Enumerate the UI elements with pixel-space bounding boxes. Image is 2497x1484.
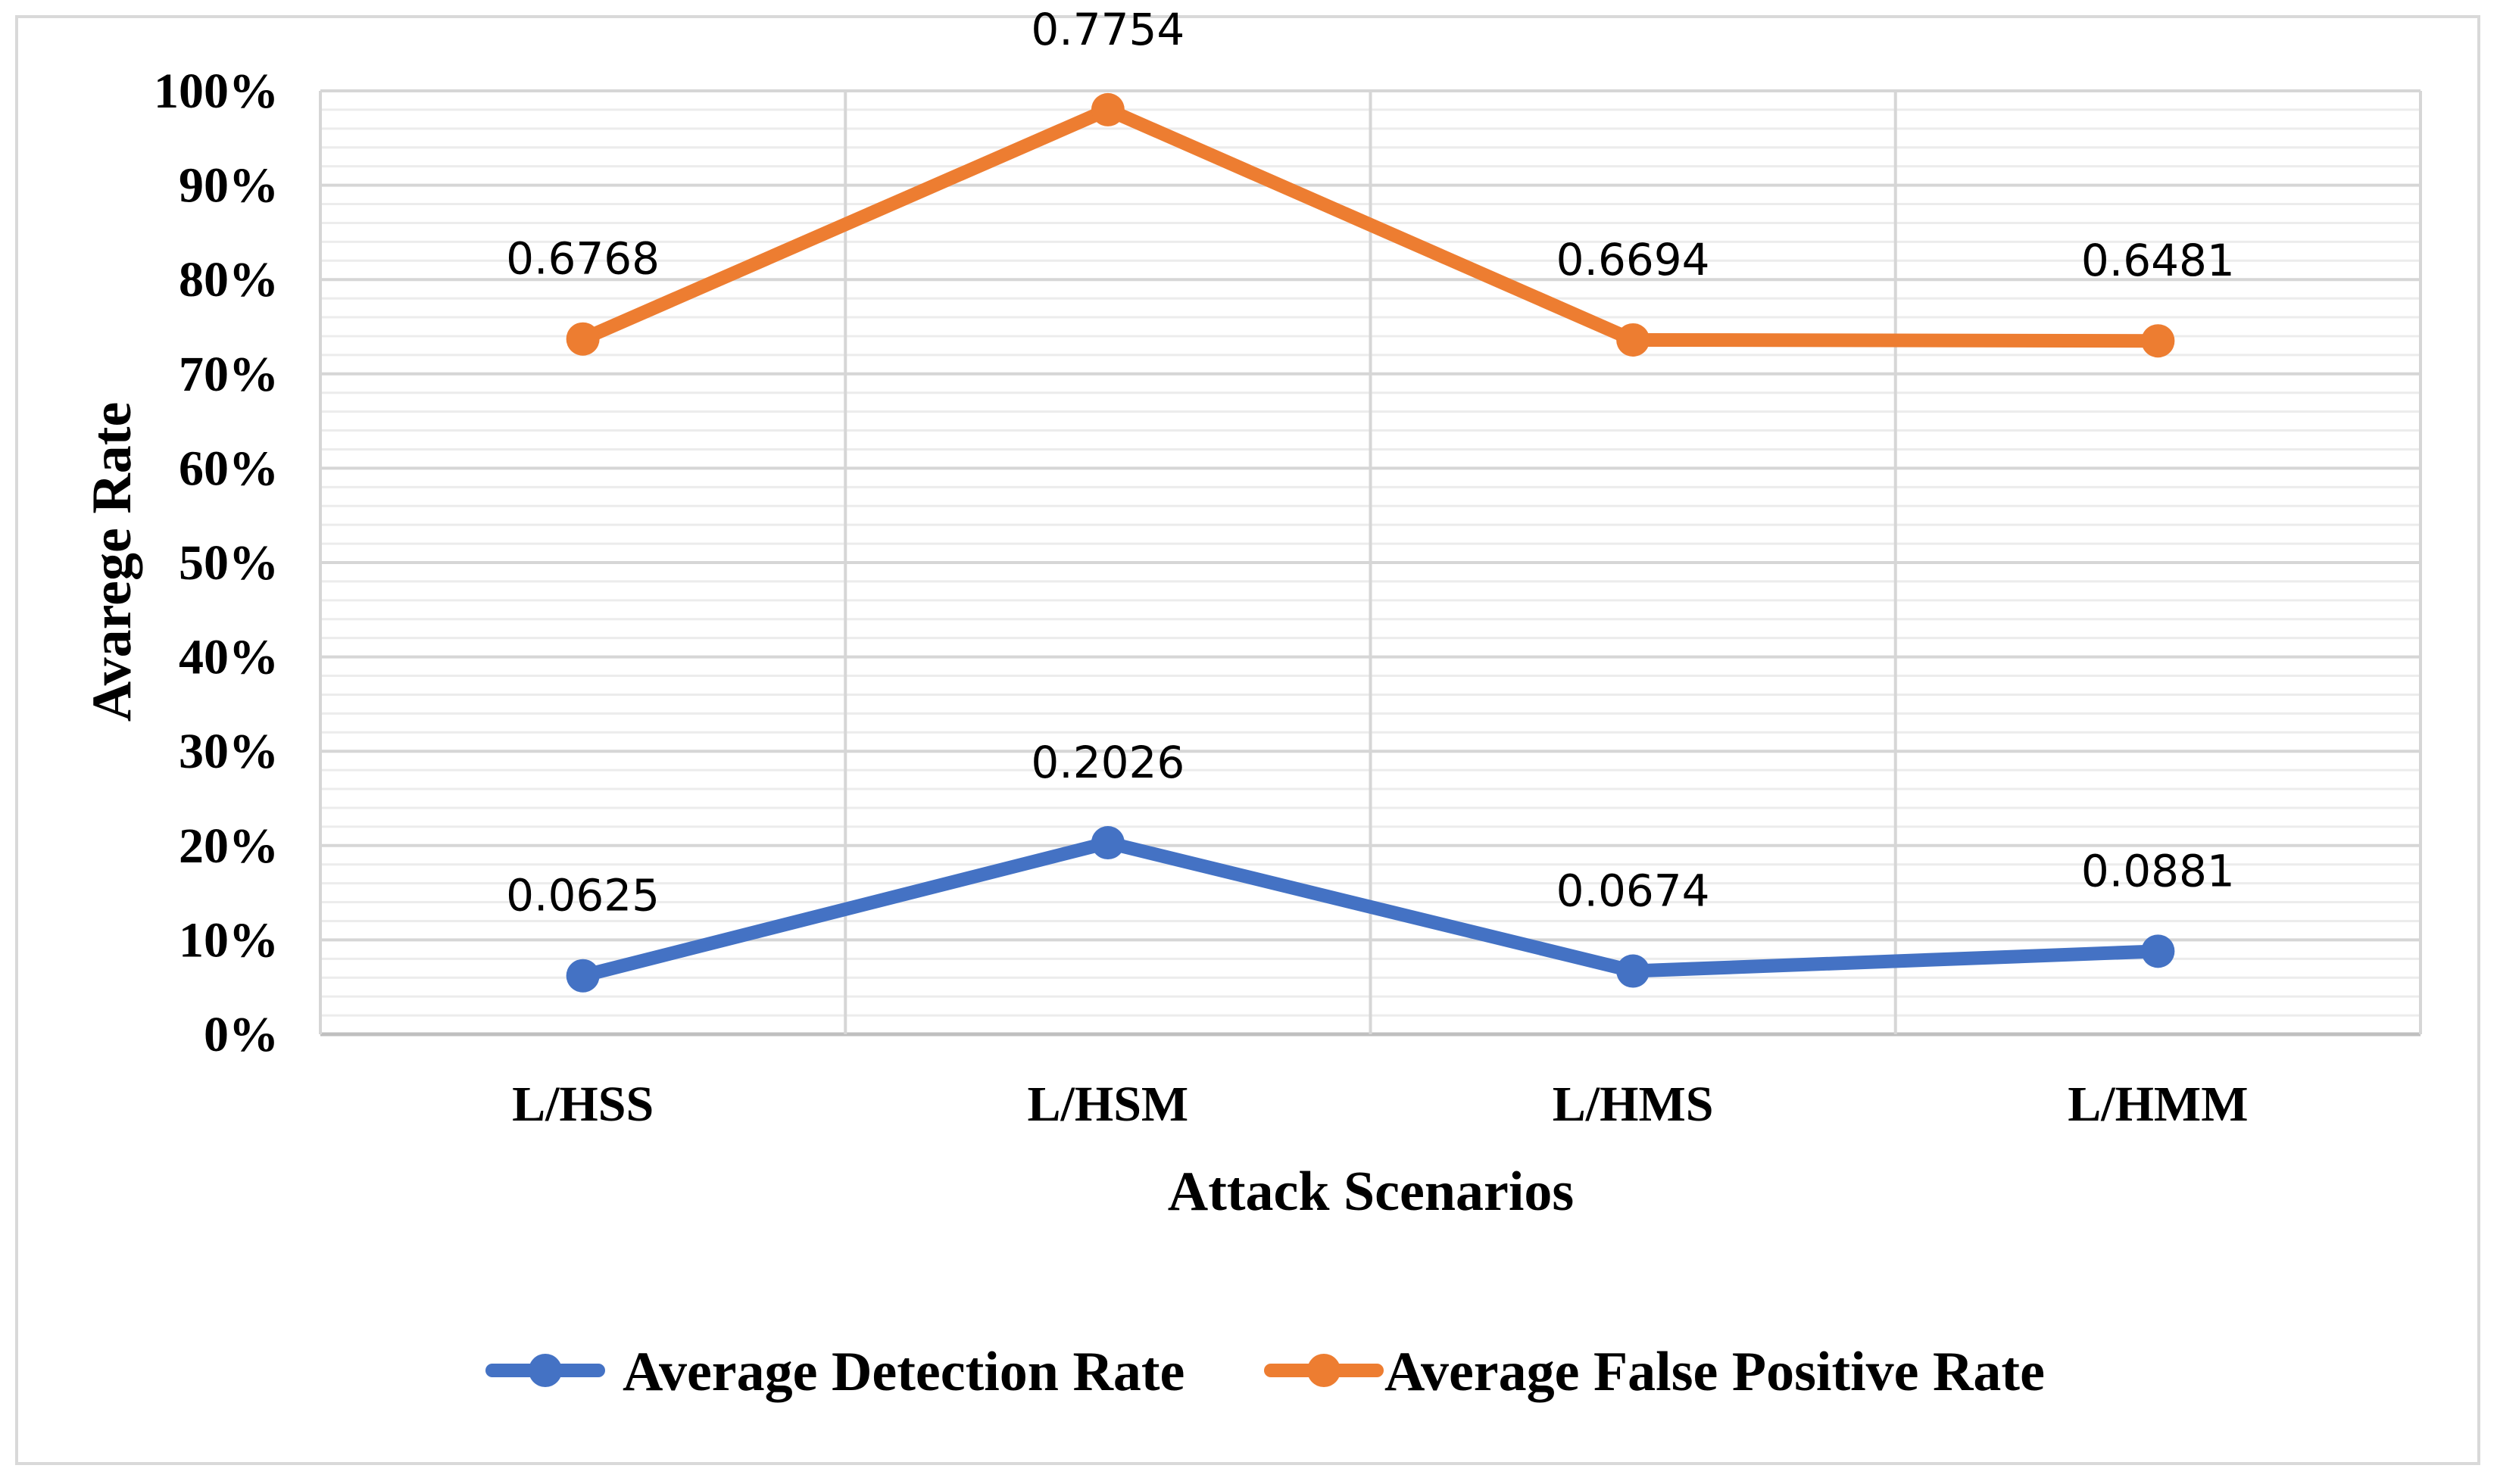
- x-tick-label: L/HMM: [2068, 1077, 2248, 1132]
- series-lines: [576, 102, 2165, 983]
- data-point[interactable]: [1616, 954, 1650, 988]
- data-point[interactable]: [566, 959, 600, 993]
- data-point[interactable]: [2141, 934, 2175, 968]
- data-label: 0.0881: [2081, 845, 2235, 896]
- y-tick-label: 10%: [179, 912, 279, 968]
- y-tick-label: 20%: [179, 818, 279, 874]
- y-tick-label: 0%: [204, 1007, 279, 1062]
- y-axis-tick-labels: 0% 10% 20% 30% 40% 50% 60% 70% 80% 90% 100%: [154, 64, 279, 1062]
- data-point[interactable]: [1091, 826, 1125, 860]
- data-label: 0.2026: [1031, 737, 1185, 788]
- y-tick-label: 90%: [179, 158, 279, 214]
- legend-label-false-positive: Average False Positive Rate: [1384, 1341, 2045, 1403]
- data-point[interactable]: [1091, 92, 1125, 126]
- data-label: 0.6481: [2081, 235, 2235, 286]
- data-label: 0.6694: [1556, 234, 1710, 285]
- x-axis-tick-labels: L/HSS L/HSM L/HMS L/HMM: [512, 1077, 2248, 1132]
- y-tick-label: 100%: [154, 64, 279, 119]
- data-point[interactable]: [1616, 323, 1650, 357]
- legend-label-detection: Average Detection Rate: [623, 1341, 1185, 1403]
- y-axis-title: Avarege Rate: [81, 402, 143, 722]
- data-point[interactable]: [2141, 324, 2175, 358]
- x-tick-label: L/HSM: [1028, 1077, 1189, 1132]
- y-tick-label: 50%: [179, 535, 279, 591]
- data-label: 0.0625: [506, 870, 660, 921]
- chart-frame: [15, 15, 2480, 1465]
- y-tick-label: 30%: [179, 724, 279, 779]
- y-tick-label: 70%: [179, 347, 279, 402]
- data-label: 0.6768: [506, 233, 660, 285]
- x-tick-label: L/HMS: [1553, 1077, 1714, 1132]
- data-point[interactable]: [566, 322, 600, 356]
- legend-item-detection[interactable]: Average Detection Rate: [485, 1341, 1185, 1403]
- legend-swatch-false-positive-marker: [1307, 1354, 1341, 1387]
- series-line-0: [576, 836, 2165, 983]
- major-gridlines: [319, 89, 2422, 1037]
- legend: Average Detection Rate Average False Pos…: [485, 1341, 2045, 1403]
- x-tick-label: L/HSS: [512, 1077, 654, 1132]
- y-tick-label: 40%: [179, 630, 279, 685]
- series-line-1: [576, 102, 2165, 348]
- data-label: 0.0674: [1556, 865, 1710, 917]
- legend-item-false-positive[interactable]: Average False Positive Rate: [1264, 1341, 2045, 1403]
- y-tick-label: 80%: [179, 252, 279, 307]
- legend-swatch-detection-marker: [529, 1354, 562, 1387]
- y-tick-label: 60%: [179, 441, 279, 496]
- x-axis-title: Attack Scenarios: [1168, 1161, 1574, 1223]
- data-labels: 0.0625 0.2026 0.0674 0.0881 0.6768 0.7754 0.66…: [506, 4, 2235, 921]
- series-points: [566, 92, 2175, 993]
- data-label: 0.7754: [1031, 4, 1185, 55]
